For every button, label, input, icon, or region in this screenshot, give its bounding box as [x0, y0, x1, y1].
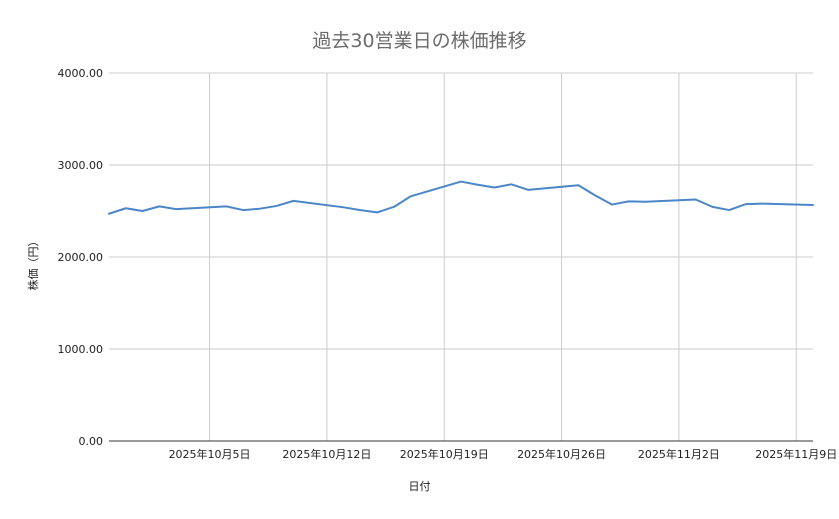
data-point: [594, 194, 596, 196]
y-tick-label: 3000.00: [58, 159, 104, 172]
y-tick-label: 0.00: [79, 435, 104, 448]
data-point: [276, 205, 278, 207]
x-tick-label: 2025年10月26日: [517, 447, 606, 461]
data-point: [359, 209, 361, 211]
data-point: [393, 206, 395, 208]
data-point: [762, 203, 764, 205]
data-point: [410, 195, 412, 197]
y-tick-label: 4000.00: [58, 67, 104, 80]
data-point: [711, 206, 713, 208]
data-point: [812, 204, 814, 206]
data-points: [108, 181, 814, 215]
x-tick-label: 2025年10月19日: [400, 447, 489, 461]
data-point: [728, 209, 730, 211]
data-point: [292, 200, 294, 202]
data-point: [644, 201, 646, 203]
x-tick-label: 2025年10月5日: [169, 447, 251, 461]
data-point: [577, 184, 579, 186]
x-tick-label: 2025年11月2日: [638, 447, 720, 461]
x-tick-label: 2025年11月9日: [755, 447, 837, 461]
data-point: [225, 205, 227, 207]
data-point: [695, 199, 697, 201]
data-point: [242, 209, 244, 211]
data-point: [477, 184, 479, 186]
x-axis-label: 日付: [408, 480, 431, 493]
data-point: [611, 204, 613, 206]
data-point: [158, 205, 160, 207]
y-tick-label: 1000.00: [58, 343, 104, 356]
data-point: [175, 208, 177, 210]
y-tick-label: 2000.00: [58, 251, 104, 264]
data-point: [494, 187, 496, 189]
data-point: [343, 206, 345, 208]
data-point: [125, 207, 127, 209]
data-point: [745, 203, 747, 205]
chart-title: 過去30営業日の株価推移: [312, 30, 527, 52]
data-point: [527, 189, 529, 191]
price-series-line: [108, 180, 814, 215]
data-point: [628, 200, 630, 202]
x-tick-label: 2025年10月12日: [282, 447, 371, 461]
data-point: [376, 211, 378, 213]
data-point: [510, 183, 512, 185]
data-point: [108, 213, 110, 215]
data-point: [460, 181, 462, 183]
data-point: [259, 208, 261, 210]
data-point: [142, 210, 144, 212]
